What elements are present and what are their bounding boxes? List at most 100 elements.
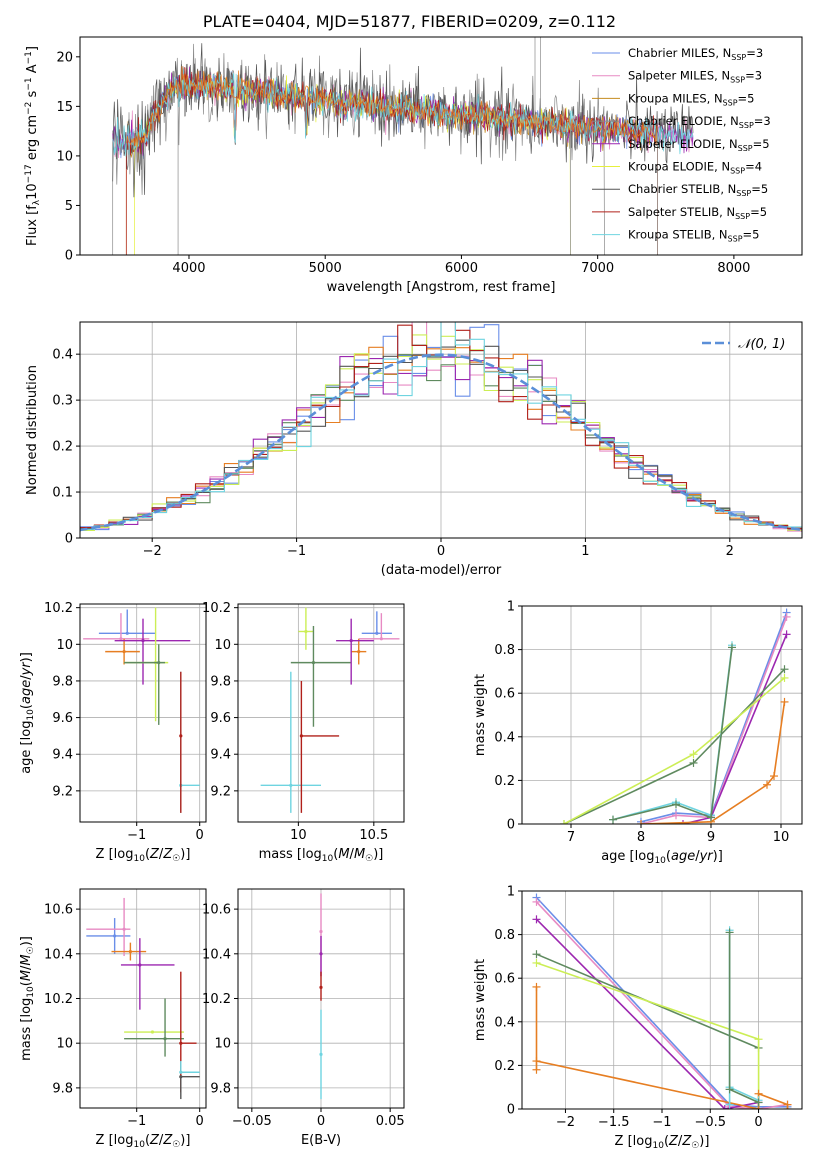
x-tick-label: −1: [127, 1114, 146, 1129]
x-tick-label: 4000: [172, 261, 205, 276]
y-tick-label: 0.2: [52, 440, 73, 455]
data-point: [357, 650, 361, 654]
y-tick-label: 0.8: [494, 928, 515, 943]
x-tick-label: −2: [143, 544, 162, 559]
plot-area: [319, 893, 323, 1100]
axes-frame: [237, 603, 405, 823]
x-tick-label: 8: [637, 830, 645, 845]
x-tick-label: 8000: [717, 261, 750, 276]
x-axis-label: wavelength [Angstrom, rest frame]: [327, 280, 556, 295]
x-axis-label: (data-model)/error: [381, 563, 502, 578]
y-axis-label: mass weight: [473, 674, 488, 756]
y-tick-label: 0.4: [494, 1015, 515, 1030]
y-tick-label: 0.6: [494, 687, 515, 702]
plot-area: [560, 608, 791, 824]
y-tick-label: 0.4: [52, 348, 73, 363]
x-tick-label: 0: [437, 544, 445, 559]
plot-area: [83, 607, 200, 813]
figure-title: PLATE=0404, MJD=51877, FIBERID=0209, z=0…: [202, 12, 617, 31]
data-point: [289, 783, 293, 787]
y-tick-label: 0.4: [494, 730, 515, 745]
x-tick-label: 6000: [445, 261, 478, 276]
y-tick-label: 10.2: [202, 992, 231, 1007]
y-tick-label: 0: [507, 1103, 515, 1118]
x-tick-label: 0.05: [376, 1114, 405, 1129]
data-point: [304, 629, 308, 634]
x-axis-label: Z [log10(Z/Z☉)]: [96, 847, 191, 864]
x-tick-label: −1.5: [598, 1115, 630, 1130]
data-point: [150, 1030, 155, 1034]
normal-curve: [80, 353, 802, 532]
legend-label: Salpeter MILES, NSSP=3: [628, 69, 762, 85]
legend-label: Kroupa MILES, NSSP=5: [628, 91, 754, 107]
data-point: [125, 631, 129, 635]
y-tick-label: 10.4: [202, 947, 231, 962]
data-point: [113, 934, 117, 938]
data-point: [157, 661, 161, 665]
axes-frame: [521, 605, 803, 825]
x-tick-label: 9: [707, 830, 715, 845]
series-line-orange: [125, 65, 658, 147]
plot-area: [532, 893, 792, 1109]
plot-area: [112, 37, 694, 255]
data-point: [163, 1037, 167, 1041]
data-point: [122, 927, 126, 931]
x-tick-label: −2: [556, 1115, 575, 1130]
x-axis-label: E(B-V): [301, 1133, 341, 1148]
series-line-4: [536, 962, 760, 1109]
y-tick-label: 9.6: [210, 711, 231, 726]
y-tick-label: 10.2: [44, 992, 73, 1007]
plot-area: [86, 897, 200, 1100]
data-point: [379, 637, 383, 641]
x-tick-label: 0: [196, 828, 204, 843]
data-point: [319, 1052, 323, 1056]
data-point: [128, 949, 132, 954]
x-tick-label: −0.05: [232, 1114, 272, 1129]
data-point: [319, 952, 323, 956]
x-tick-label: −1: [652, 1115, 671, 1130]
data-point: [138, 963, 142, 967]
y-tick-label: 9.8: [210, 674, 231, 689]
y-tick-label: 10: [56, 638, 73, 653]
data-point: [349, 639, 353, 643]
panel-massweight_vs_age: 7 8 9 10 0 0.2 0.4 0.6 0.8 1 age [log10(age/yr)] ma…: [473, 600, 803, 866]
x-tick-label: 10: [773, 830, 790, 845]
series-line-2: [682, 633, 788, 824]
data-point: [141, 639, 145, 643]
data-point: [311, 661, 316, 665]
x-tick-label: 0: [754, 1115, 762, 1130]
x-tick-label: 0: [196, 1114, 204, 1129]
data-point: [299, 734, 303, 738]
panel-age_vs_Z: −1 0 9.2 9.4 9.6 9.8 10 10.2 Z [log10(Z/Z☉)] age …: [19, 601, 207, 864]
panel-residual_histogram: −2 −1 0 1 2 0 0.1 0.2 0.3 0.4 (data-model)/error No…: [25, 321, 803, 578]
y-tick-label: 9.2: [210, 784, 231, 799]
legend-label: Kroupa STELIB, NSSP=5: [628, 228, 759, 244]
y-tick-label: 10: [56, 149, 73, 164]
y-tick-label: 0.2: [494, 1059, 515, 1074]
legend-label: Kroupa ELODIE, NSSP=4: [628, 160, 762, 176]
series-line-2: [535, 918, 760, 1109]
x-tick-label: −1: [287, 544, 306, 559]
y-tick-label: 0: [65, 249, 73, 264]
y-tick-label: 9.8: [210, 1081, 231, 1096]
x-tick-label: 1: [581, 544, 589, 559]
y-tick-label: 9.8: [52, 674, 73, 689]
x-axis-label: Z [log10(Z/Z☉)]: [615, 1134, 710, 1151]
x-tick-label: −0.5: [694, 1115, 726, 1130]
y-tick-label: 0: [65, 532, 73, 547]
y-tick-label: 0.1: [52, 486, 73, 501]
y-tick-label: 0: [507, 818, 515, 833]
y-tick-label: 10.6: [202, 903, 231, 918]
series-line-1: [640, 616, 788, 824]
y-tick-label: 0.8: [494, 643, 515, 658]
panel-age_vs_mass: 10 10.5 9.2 9.4 9.6 9.8 10 10.2 mass [log10(M/M☉…: [202, 601, 405, 864]
series-line-7: [728, 932, 759, 1104]
x-tick-label: 7000: [581, 261, 614, 276]
y-tick-label: 10: [214, 1037, 231, 1052]
y-tick-label: 15: [56, 100, 73, 115]
panel-massweight_vs_Z: −2 −1.5 −1 −0.5 0 0 0.2 0.4 0.6 0.8 1 Z [log10(Z/Z☉…: [473, 885, 803, 1151]
y-axis-label: age [log10(age/yr)]: [19, 652, 36, 774]
legend-label: Chabrier ELODIE, NSSP=3: [628, 114, 771, 130]
legend-label: Salpeter STELIB, NSSP=5: [628, 205, 767, 221]
data-point: [179, 1070, 183, 1074]
